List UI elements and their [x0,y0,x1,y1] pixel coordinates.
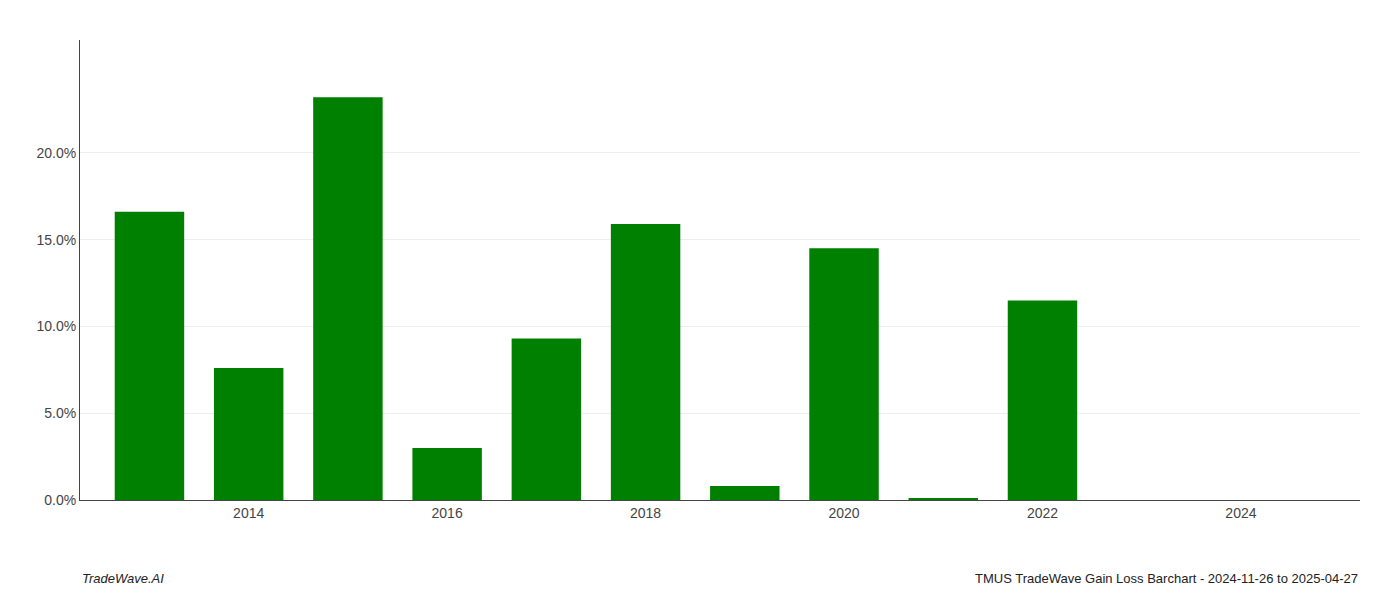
svg-text:20.0%: 20.0% [36,145,76,161]
svg-text:5.0%: 5.0% [44,405,76,421]
svg-text:2016: 2016 [432,505,463,521]
svg-text:2024: 2024 [1225,505,1256,521]
svg-text:2020: 2020 [828,505,859,521]
svg-text:2022: 2022 [1027,505,1058,521]
svg-text:10.0%: 10.0% [36,318,76,334]
svg-text:TMUS TradeWave Gain Loss Barch: TMUS TradeWave Gain Loss Barchart - 2024… [975,571,1358,586]
svg-text:0.0%: 0.0% [44,492,76,508]
svg-text:15.0%: 15.0% [36,232,76,248]
svg-text:2014: 2014 [233,505,264,521]
svg-text:2018: 2018 [630,505,661,521]
svg-text:TradeWave.AI: TradeWave.AI [82,571,164,586]
